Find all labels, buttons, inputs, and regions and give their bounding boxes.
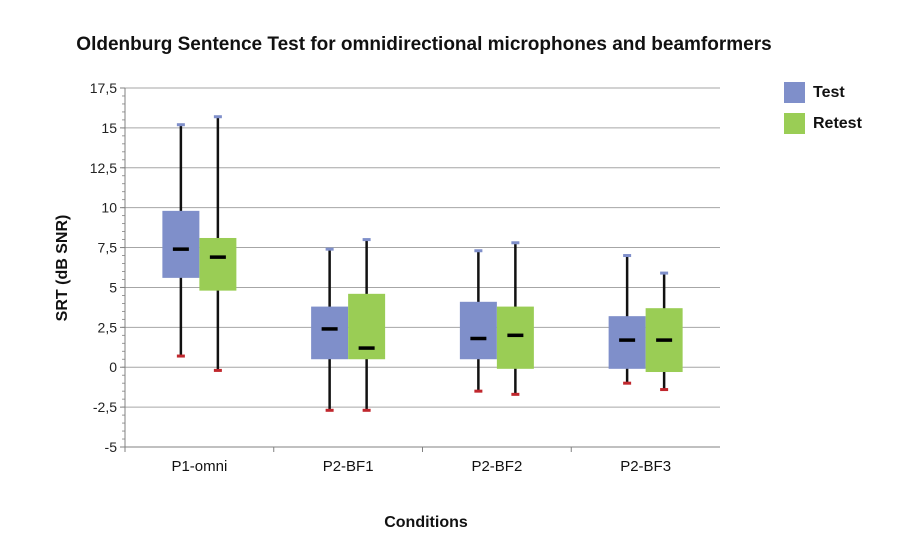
legend-item-test: Test — [784, 82, 845, 103]
x-tick-label: P2-BF1 — [323, 458, 374, 475]
min-cap — [362, 408, 371, 412]
legend-label-test: Test — [813, 83, 845, 101]
max-cap — [176, 123, 185, 127]
x-axis-label: Conditions — [384, 514, 468, 531]
max-cap — [362, 238, 371, 242]
median-marker — [507, 333, 524, 338]
box — [496, 306, 534, 369]
x-tick-label: P2-BF3 — [620, 458, 671, 475]
y-tick-label: 17,5 — [90, 80, 117, 96]
y-tick-label: 2,5 — [98, 319, 118, 335]
y-tick-label: 10 — [101, 200, 117, 216]
min-cap — [623, 381, 632, 385]
y-tick-label: -2,5 — [93, 399, 117, 415]
box — [608, 316, 646, 369]
max-cap — [213, 115, 222, 119]
median-marker — [470, 336, 487, 341]
legend-item-retest: Retest — [784, 113, 862, 134]
min-cap — [176, 354, 185, 358]
max-cap — [325, 247, 334, 251]
median-marker — [619, 338, 636, 342]
x-tick-label: P1-omni — [171, 458, 227, 475]
min-cap — [511, 392, 520, 396]
max-cap — [623, 254, 632, 258]
y-tick-label: 7,5 — [98, 240, 118, 256]
legend-swatch-test — [784, 82, 805, 103]
box — [459, 301, 497, 360]
box — [311, 306, 349, 360]
median-marker — [321, 327, 338, 331]
y-tick-label: 15 — [101, 120, 117, 136]
median-marker — [209, 255, 226, 259]
max-cap — [511, 241, 520, 245]
min-cap — [660, 388, 669, 392]
median-marker — [656, 338, 673, 342]
min-cap — [325, 408, 334, 412]
legend-swatch-retest — [784, 113, 805, 134]
y-tick-label: 0 — [109, 359, 117, 375]
min-cap — [213, 368, 222, 372]
box — [199, 237, 237, 291]
median-marker — [172, 247, 189, 251]
legend-label-retest: Retest — [813, 114, 862, 132]
chart-title: Oldenburg Sentence Test for omnidirectio… — [76, 34, 772, 55]
max-cap — [660, 271, 669, 275]
y-tick-label: 12,5 — [90, 160, 117, 176]
y-tick-label: 5 — [109, 279, 117, 295]
x-tick-label: P2-BF2 — [471, 458, 522, 475]
min-cap — [474, 389, 483, 393]
max-cap — [474, 249, 483, 253]
y-tick-label: -5 — [105, 439, 118, 455]
box — [162, 210, 200, 278]
median-marker — [358, 346, 375, 350]
